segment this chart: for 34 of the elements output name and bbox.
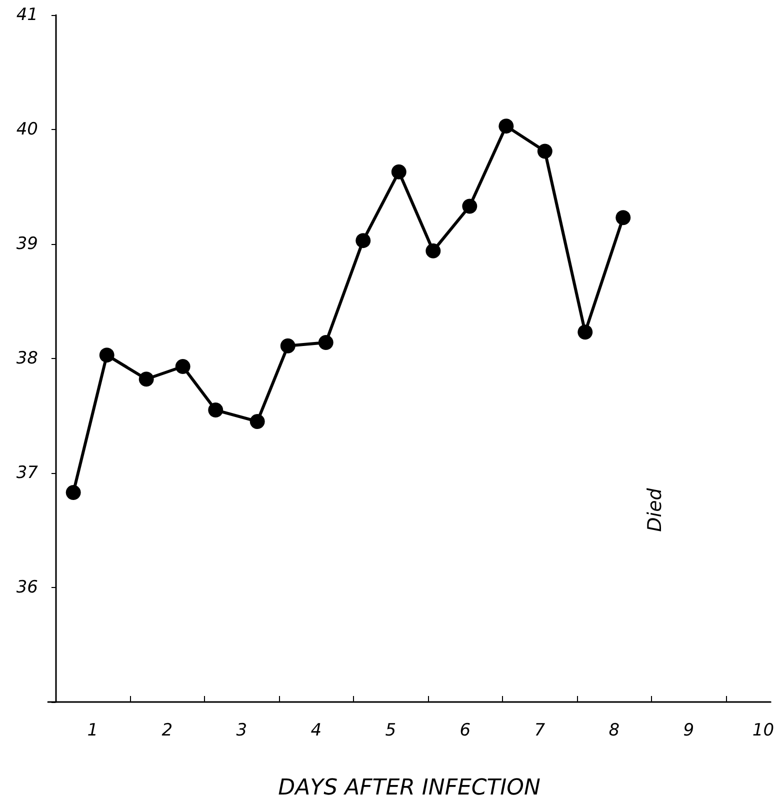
x-tick-label: 4 xyxy=(310,720,322,740)
point xyxy=(391,164,406,180)
point xyxy=(66,484,81,500)
y-tick-label: 38 xyxy=(16,348,38,368)
y-tick-label: 40 xyxy=(16,120,38,140)
point xyxy=(462,198,478,214)
point xyxy=(318,334,334,350)
x-tick-label: 5 xyxy=(385,720,396,740)
point xyxy=(208,402,224,418)
point xyxy=(356,233,371,248)
x-tick-label: 1 xyxy=(87,720,98,740)
point xyxy=(537,144,552,159)
y-tick-label: 41 xyxy=(16,5,38,25)
point xyxy=(578,324,593,340)
point xyxy=(280,338,296,354)
point xyxy=(498,118,514,134)
x-tick-label: 6 xyxy=(460,720,471,740)
point xyxy=(250,414,265,429)
x-tick-label: 8 xyxy=(608,720,620,740)
y-tick-label: 36 xyxy=(16,578,38,598)
y-tick-label: 39 xyxy=(16,234,38,254)
x-tick-label: 7 xyxy=(534,720,546,740)
x-tick-label: 3 xyxy=(236,720,248,740)
point xyxy=(426,243,441,258)
x-tick-label: 9 xyxy=(683,720,694,740)
x-tick-label: 10 xyxy=(752,720,774,740)
point xyxy=(138,372,154,387)
x-tick-label: 2 xyxy=(162,720,173,740)
annotation: Died xyxy=(644,487,666,532)
y-tick-label: 37 xyxy=(16,463,38,483)
point xyxy=(99,348,114,363)
point xyxy=(616,210,631,226)
point xyxy=(175,359,190,374)
x-axis-title: DAYS AFTER INFECTION xyxy=(278,776,540,800)
